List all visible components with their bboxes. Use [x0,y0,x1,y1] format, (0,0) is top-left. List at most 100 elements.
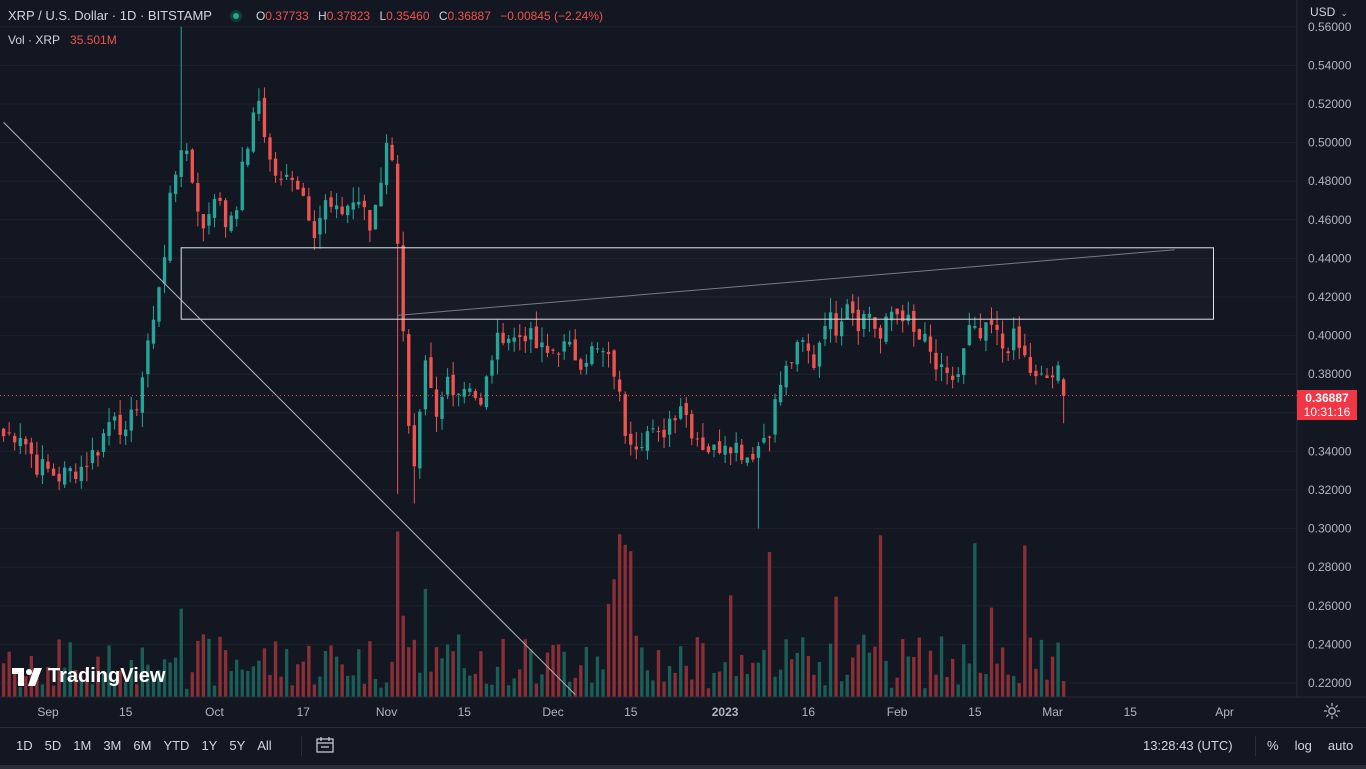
volume-bar [734,676,738,697]
log-toggle[interactable]: log [1294,738,1312,753]
volume-bar [1034,668,1038,697]
price-tick-label: 0.34000 [1308,444,1352,458]
volume-bar [445,644,450,697]
annotations[interactable] [0,121,1297,695]
calendar-goto-icon[interactable] [316,737,334,753]
volume-bar [939,636,944,697]
time-tick-label: 15 [1124,705,1138,719]
volume-bar [173,657,178,697]
candle [251,112,256,152]
time-tick-label: 15 [624,705,638,719]
volume-bar [440,658,444,697]
volume-bar [667,665,672,697]
candle [334,205,339,210]
volume-bar [717,671,722,697]
range-6m[interactable]: 6M [133,738,152,753]
auto-toggle[interactable]: auto [1327,738,1354,753]
volume-bar [801,637,805,697]
symbol-title[interactable]: XRP / U.S. Dollar · 1D · BITSTAMP [8,8,212,23]
candle [423,360,428,410]
volume-bar [762,649,766,697]
volume-bar [556,644,561,697]
time-axis[interactable]: Sep 15 Oct 17 Nov 15 Dec 15 2023 16 Feb 15 Mar 15 Apr [0,696,1366,719]
candle [101,433,106,452]
candle [284,174,289,177]
range-ytd[interactable]: YTD [163,738,190,753]
candle [756,446,761,458]
resistance-trendline[interactable] [397,249,1175,316]
candle [7,432,11,434]
range-1d[interactable]: 1D [16,738,33,753]
candle [146,340,150,375]
candle [362,200,367,208]
volume-bar [384,682,389,697]
candle [934,352,938,370]
candle [917,329,922,340]
gear-icon[interactable] [1323,702,1341,720]
candle [795,342,799,365]
range-all[interactable]: All [257,738,272,753]
candle [35,454,39,475]
candle [151,319,156,344]
volume-bar [878,535,883,697]
time-tick-label: Mar [1042,705,1063,719]
candle [634,446,638,450]
price-tick-label: 0.52000 [1308,97,1352,111]
time-tick-label: Nov [376,705,397,719]
volume-bar [773,676,777,697]
candle [862,313,866,329]
candle [706,446,711,453]
candle [745,457,749,463]
utc-clock[interactable]: 13:28:43 (UTC) [1143,738,1233,753]
volume-bar [362,683,367,697]
range-1y[interactable]: 1Y [201,738,218,753]
candle [240,161,244,211]
candle [301,187,305,196]
candle [351,202,355,210]
currency-selector[interactable]: USD ⌄ [1310,5,1347,19]
descending-trendline[interactable] [3,121,576,695]
volume-bar [46,666,50,697]
candle [235,210,239,219]
volume-bar [529,649,533,697]
volume-bar [112,681,117,697]
supply-zone-rectangle[interactable] [180,247,1215,320]
price-chart[interactable]: 0.22000 0.24000 0.26000 0.28000 0.30000 0.320… [0,0,1366,727]
range-1m[interactable]: 1M [73,738,92,753]
candle [867,313,872,318]
volume-bar [35,670,39,697]
volume-bar [140,647,145,697]
volume-value: 35.501M [70,33,117,47]
volume-bar [490,684,494,697]
candle [623,394,627,436]
candle [346,205,350,216]
percent-toggle[interactable]: % [1267,738,1279,753]
tradingview-logo[interactable]: TradingView [12,665,165,688]
candle [956,374,960,378]
volume-bar [895,677,899,697]
time-tick-label: Dec [542,705,563,719]
price-axis[interactable]: 0.22000 0.24000 0.26000 0.28000 0.30000 0.320… [1296,0,1366,727]
candle [1012,328,1016,351]
volume-label[interactable]: Vol · XRP [8,33,61,47]
candle [939,364,944,367]
volume-bar [839,681,844,697]
volume-bar [629,551,633,697]
range-5y[interactable]: 5Y [229,738,246,753]
candle [751,453,755,460]
candle [173,174,178,195]
volume-bar [590,682,594,697]
candle [701,437,705,450]
volume-bar [501,638,505,697]
range-3m[interactable]: 3M [103,738,122,753]
volume-bar [523,639,527,697]
volume-bar [68,642,72,697]
candle [673,418,677,421]
candle [773,399,777,435]
logo-text: TradingView [48,665,166,687]
volume-bar [379,687,383,697]
range-5d[interactable]: 5D [44,738,62,753]
market-status-icon[interactable] [229,9,242,22]
candle [62,467,67,485]
volume-bar [701,643,705,697]
